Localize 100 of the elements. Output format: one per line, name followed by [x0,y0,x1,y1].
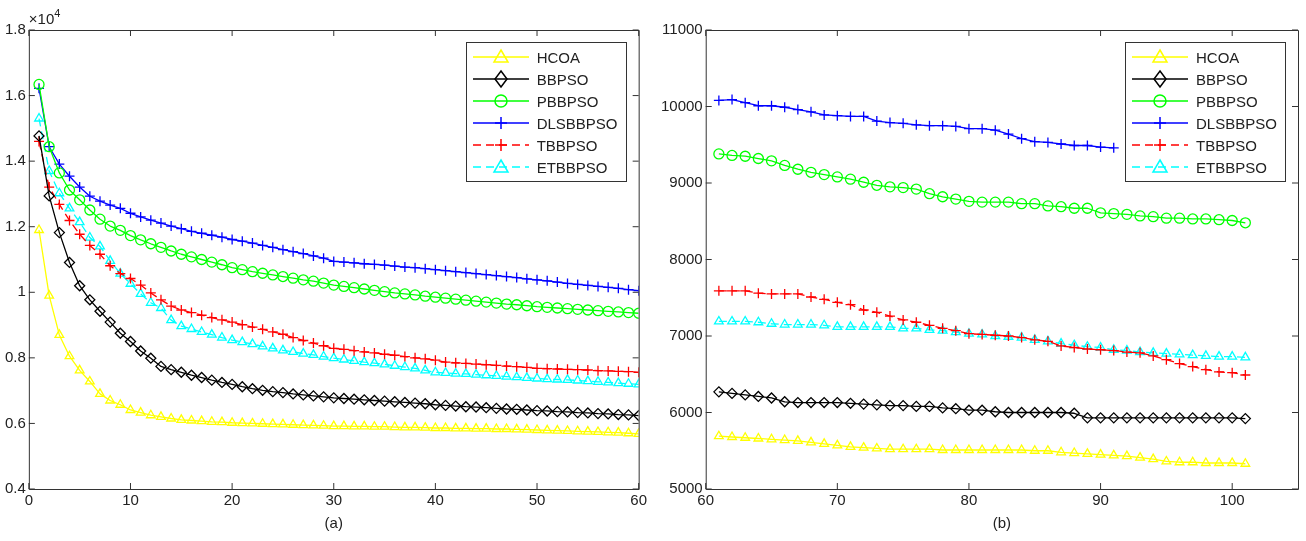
point [936,402,949,414]
point [277,418,288,428]
point [74,216,85,226]
point [114,327,126,339]
point [1108,142,1120,154]
point [470,267,482,280]
point [950,444,961,454]
point [613,426,624,436]
point [831,110,843,122]
point [368,394,381,407]
point [613,377,624,387]
x-tick-label: 20 [223,491,241,509]
point [368,347,381,359]
point [1121,208,1133,221]
point [185,251,198,263]
point [819,319,830,329]
point [1094,412,1107,424]
x-tick-label: 30 [325,491,343,509]
point [349,420,360,430]
point [34,224,44,234]
point [328,342,340,354]
point [593,426,603,436]
point [572,406,584,419]
point [1227,351,1238,360]
point [1068,139,1080,152]
point [429,291,442,303]
point [871,306,883,318]
point [753,316,764,326]
point [792,318,803,328]
point [419,263,431,275]
point [924,443,935,453]
point [726,285,738,297]
point [378,285,391,298]
point [135,345,147,357]
point [766,318,777,327]
point [165,364,177,376]
point [246,265,259,278]
point [328,255,340,268]
point [471,423,482,432]
point [247,338,258,348]
point [368,284,381,296]
point [831,171,843,183]
legend-label: TBBPSO [536,136,598,154]
point [226,233,238,246]
point [897,399,909,412]
x-tick-label: 10 [122,491,139,509]
point [1161,347,1172,357]
point [911,443,922,453]
point [419,290,431,302]
point [328,420,339,430]
point [582,375,593,385]
point [1081,343,1094,355]
legend-label: HCOA [536,48,580,66]
point [348,344,360,357]
point [317,252,330,264]
point [623,427,634,437]
point [165,220,177,232]
point [307,390,320,402]
point [765,288,778,300]
point [226,378,238,391]
point [74,194,86,206]
point [551,363,563,375]
point [739,389,751,401]
point [338,392,350,405]
point [246,383,259,395]
point [752,287,765,299]
point [858,176,870,188]
point [511,299,523,311]
point [924,324,935,334]
point [713,94,725,107]
point [1003,444,1014,454]
point [439,265,452,277]
point [1029,445,1040,454]
point [480,402,492,414]
point [439,292,452,304]
point [480,296,492,308]
point [805,396,817,409]
point [368,258,381,271]
point [338,353,349,363]
y-tick-label: 1 [17,282,26,300]
point [369,421,380,430]
point [726,93,738,106]
point [572,278,584,291]
point [1029,198,1041,210]
point [33,135,45,148]
point [491,423,502,433]
point [884,310,896,322]
point [63,256,76,269]
point [420,422,431,431]
point [792,163,804,175]
point [308,419,319,429]
point [779,434,790,444]
y-tick-label: 11000 [662,20,703,38]
point [297,274,309,286]
point [871,179,883,191]
point [622,409,635,421]
point [94,195,106,207]
point [910,183,922,195]
point [176,414,187,423]
point [378,259,391,271]
